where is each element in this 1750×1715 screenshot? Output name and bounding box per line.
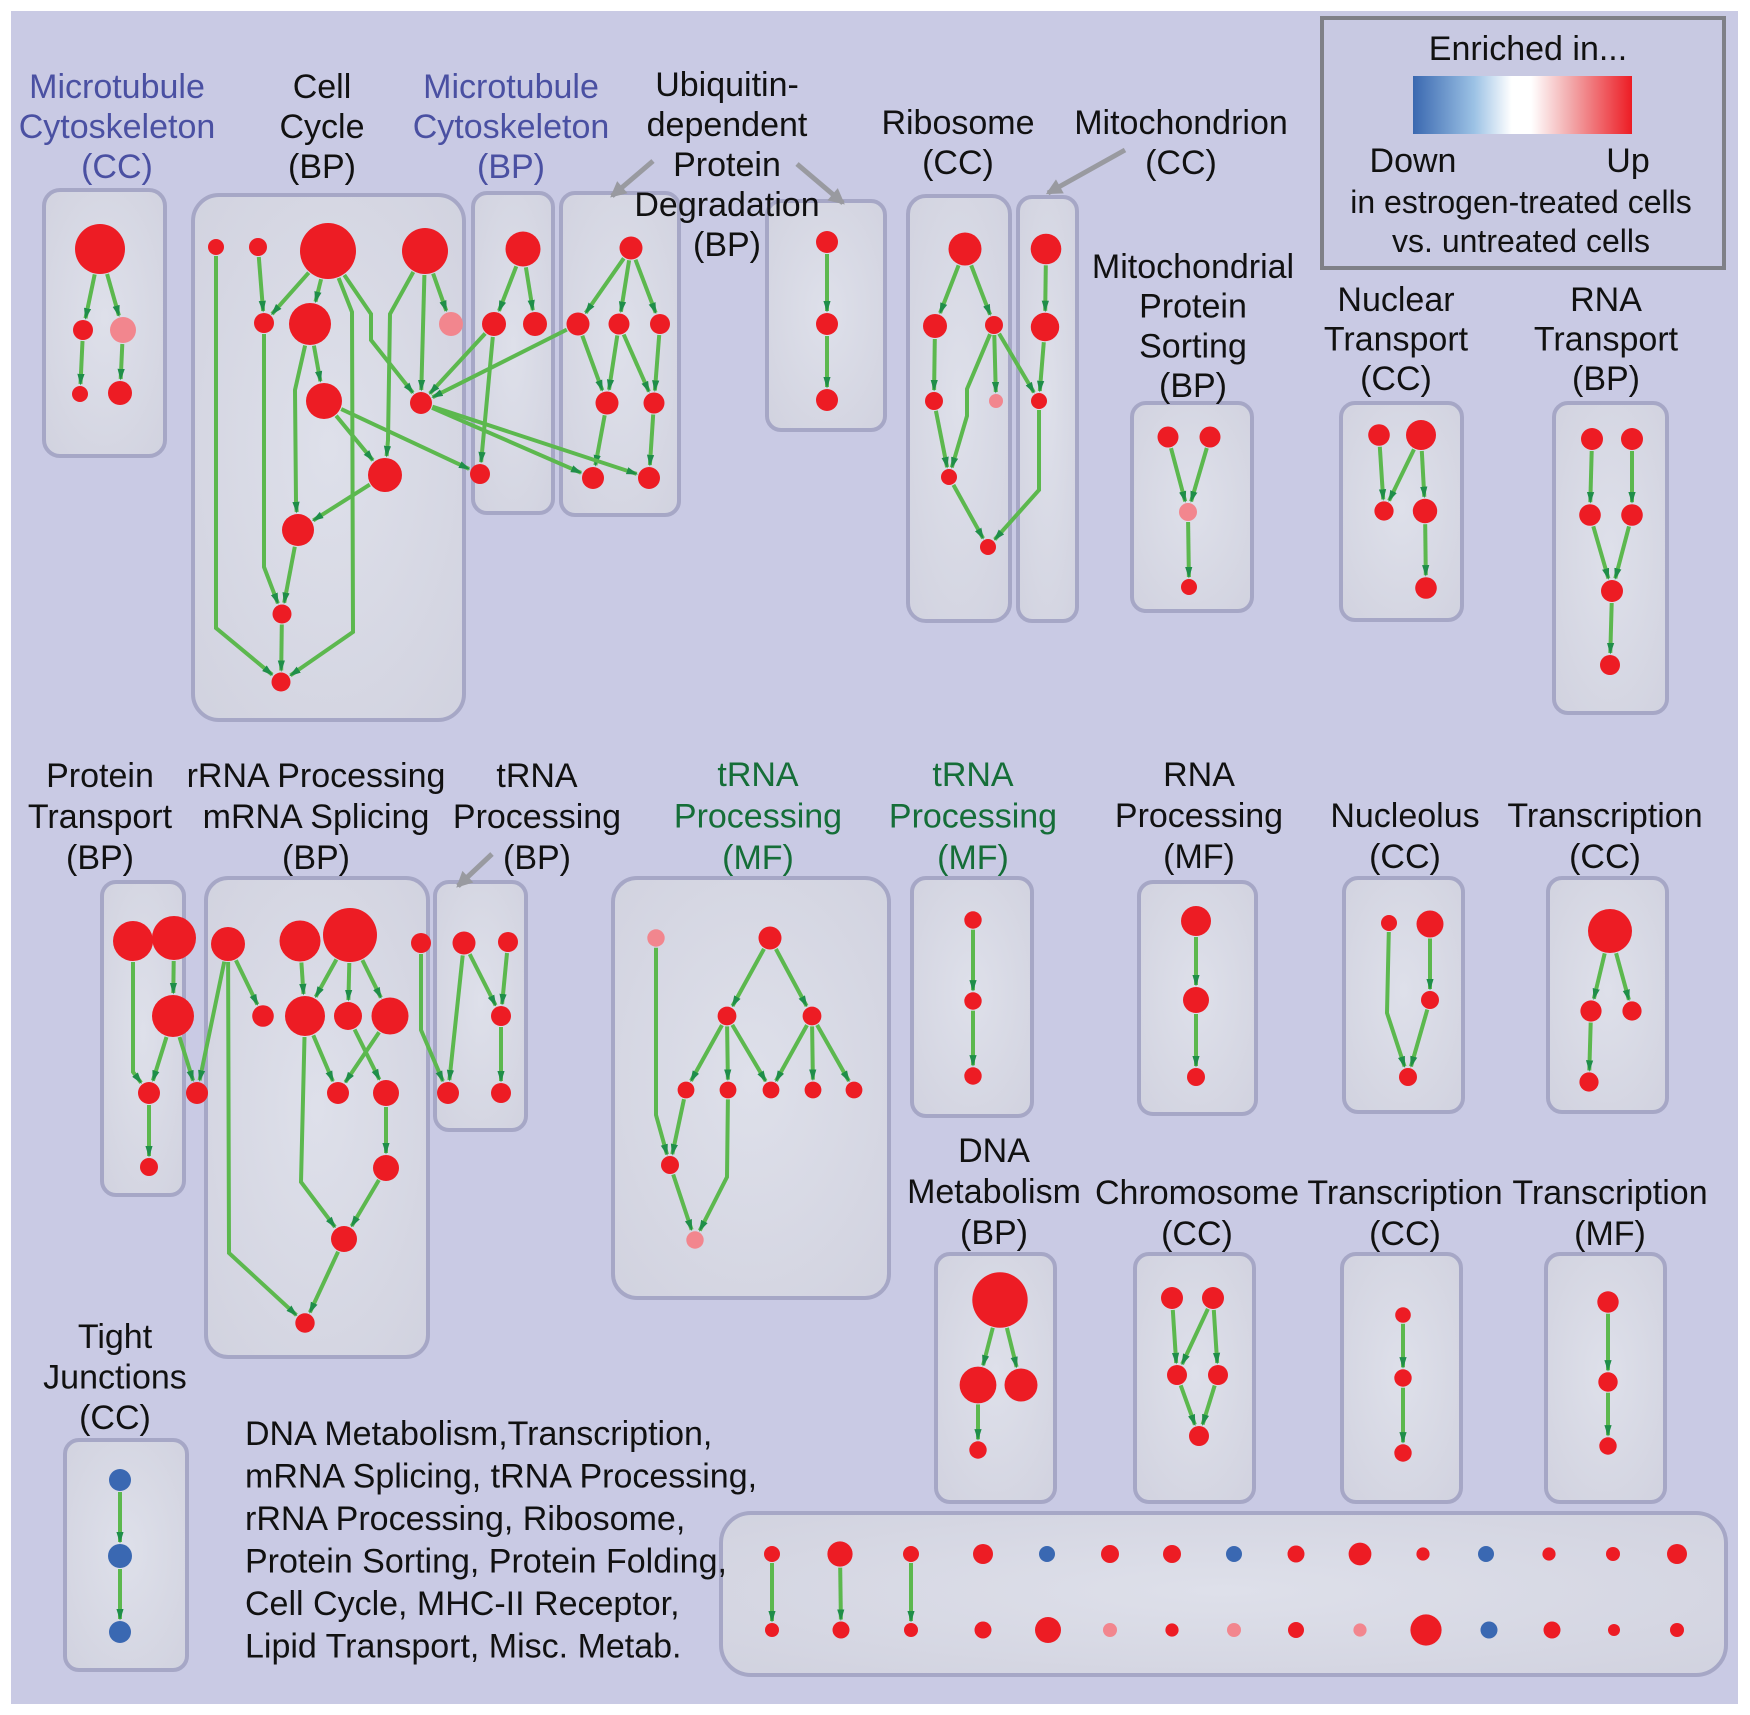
- svg-text:(MF): (MF): [722, 839, 794, 877]
- svg-text:Lipid Transport, Misc. Metab.: Lipid Transport, Misc. Metab.: [245, 1628, 682, 1666]
- svg-text:Protein: Protein: [673, 146, 781, 184]
- svg-text:(CC): (CC): [1569, 838, 1641, 876]
- svg-text:(CC): (CC): [79, 1399, 151, 1437]
- svg-text:Tight: Tight: [78, 1318, 153, 1356]
- svg-text:Mitochondrion: Mitochondrion: [1074, 104, 1288, 142]
- svg-text:Processing: Processing: [674, 798, 842, 836]
- svg-text:Transport: Transport: [28, 798, 173, 836]
- svg-text:Degradation: Degradation: [634, 186, 819, 224]
- svg-text:Transcription: Transcription: [1307, 1174, 1502, 1212]
- svg-text:(BP): (BP): [1159, 367, 1227, 405]
- svg-text:in estrogen-treated cells: in estrogen-treated cells: [1350, 184, 1692, 220]
- svg-text:Transport: Transport: [1324, 321, 1469, 359]
- svg-text:(MF): (MF): [1163, 838, 1235, 876]
- svg-text:dependent: dependent: [647, 106, 808, 144]
- svg-text:Protein: Protein: [1139, 288, 1247, 326]
- svg-text:Junctions: Junctions: [43, 1359, 187, 1397]
- svg-text:(BP): (BP): [477, 148, 545, 186]
- svg-text:Transcription: Transcription: [1507, 797, 1702, 835]
- svg-text:(CC): (CC): [1369, 1215, 1441, 1253]
- svg-text:Cell: Cell: [293, 68, 352, 106]
- svg-text:(CC): (CC): [81, 148, 153, 186]
- svg-text:(BP): (BP): [282, 839, 350, 877]
- svg-text:Processing: Processing: [1115, 797, 1283, 835]
- svg-text:RNA: RNA: [1570, 281, 1642, 319]
- svg-text:Transcription: Transcription: [1512, 1174, 1707, 1212]
- svg-text:Ubiquitin-: Ubiquitin-: [655, 66, 799, 104]
- svg-text:Sorting: Sorting: [1139, 327, 1247, 365]
- svg-text:rRNA Processing: rRNA Processing: [187, 757, 446, 795]
- svg-text:(BP): (BP): [960, 1214, 1028, 1252]
- svg-text:Processing: Processing: [889, 798, 1057, 836]
- svg-text:rRNA Processing, Ribosome,: rRNA Processing, Ribosome,: [245, 1500, 685, 1538]
- svg-text:Down: Down: [1370, 142, 1457, 180]
- svg-text:Metabolism: Metabolism: [907, 1173, 1081, 1211]
- svg-text:(MF): (MF): [937, 839, 1009, 877]
- svg-text:Mitochondrial: Mitochondrial: [1092, 248, 1294, 286]
- svg-text:tRNA: tRNA: [496, 757, 578, 795]
- svg-text:(CC): (CC): [1369, 838, 1441, 876]
- svg-text:Microtubule: Microtubule: [423, 68, 599, 106]
- svg-text:(BP): (BP): [66, 839, 134, 877]
- svg-text:(BP): (BP): [693, 226, 761, 264]
- svg-text:vs. untreated cells: vs. untreated cells: [1392, 223, 1650, 259]
- svg-text:mRNA Splicing: mRNA Splicing: [203, 798, 430, 836]
- svg-text:(CC): (CC): [1145, 144, 1217, 182]
- svg-text:(BP): (BP): [1572, 360, 1640, 398]
- svg-text:Cycle: Cycle: [279, 108, 364, 146]
- svg-text:(BP): (BP): [503, 839, 571, 877]
- svg-text:(CC): (CC): [1161, 1215, 1233, 1253]
- svg-text:Nuclear: Nuclear: [1337, 281, 1454, 319]
- svg-text:Nucleolus: Nucleolus: [1330, 797, 1479, 835]
- svg-text:DNA Metabolism,Transcription,: DNA Metabolism,Transcription,: [245, 1415, 712, 1453]
- svg-text:Enriched in...: Enriched in...: [1429, 30, 1627, 68]
- svg-text:Cytoskeleton: Cytoskeleton: [413, 108, 610, 146]
- svg-text:Cytoskeleton: Cytoskeleton: [19, 108, 216, 146]
- svg-text:mRNA Splicing, tRNA Processing: mRNA Splicing, tRNA Processing,: [245, 1458, 757, 1496]
- svg-text:RNA: RNA: [1163, 756, 1235, 794]
- svg-text:Up: Up: [1606, 142, 1649, 180]
- svg-text:(BP): (BP): [288, 148, 356, 186]
- svg-text:Protein Sorting, Protein Foldi: Protein Sorting, Protein Folding,: [245, 1543, 727, 1581]
- svg-text:Cell Cycle, MHC-II Receptor,: Cell Cycle, MHC-II Receptor,: [245, 1585, 680, 1623]
- svg-text:(CC): (CC): [1360, 360, 1432, 398]
- svg-text:Chromosome: Chromosome: [1095, 1174, 1299, 1212]
- svg-text:DNA: DNA: [958, 1132, 1030, 1170]
- svg-text:(CC): (CC): [922, 144, 994, 182]
- svg-text:Microtubule: Microtubule: [29, 68, 205, 106]
- svg-text:Protein: Protein: [46, 757, 154, 795]
- svg-text:Processing: Processing: [453, 798, 621, 836]
- svg-text:Transport: Transport: [1534, 321, 1679, 359]
- svg-text:tRNA: tRNA: [932, 756, 1014, 794]
- svg-text:(MF): (MF): [1574, 1215, 1646, 1253]
- svg-text:tRNA: tRNA: [717, 756, 799, 794]
- svg-text:Ribosome: Ribosome: [881, 104, 1034, 142]
